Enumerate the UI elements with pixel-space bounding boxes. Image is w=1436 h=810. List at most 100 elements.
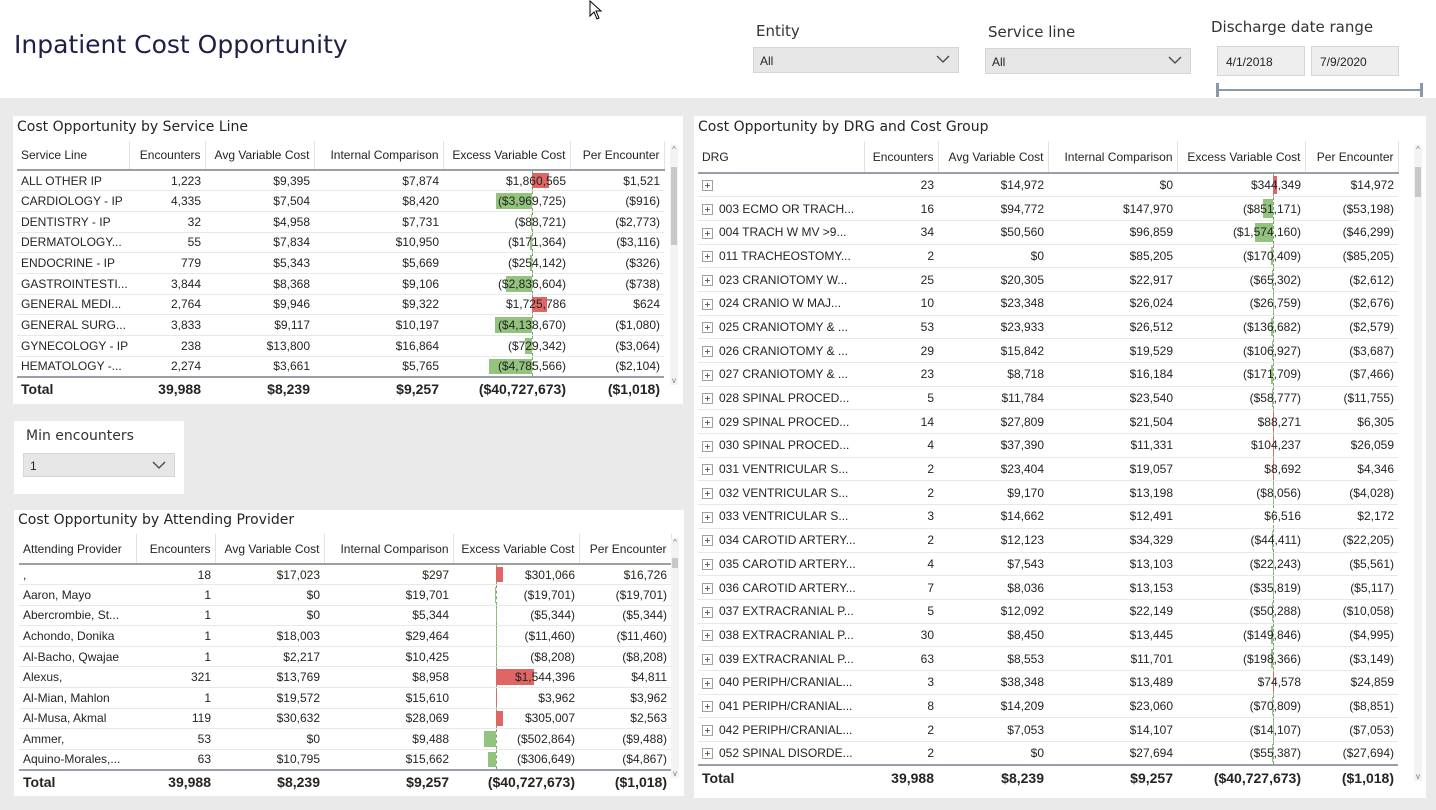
column-header[interactable]: Service Line [17, 141, 130, 171]
column-header[interactable]: Per Encounter [570, 141, 665, 171]
expand-icon[interactable] [702, 724, 713, 736]
scroll-down-icon[interactable]: v [672, 376, 676, 385]
start-date-input[interactable]: 4/1/2018 [1217, 46, 1305, 76]
table-row[interactable]: Abercrombie, St... 1 $0 $5,344 ($5,344) ($5,3… [19, 605, 671, 627]
table-row[interactable]: 23 $14,972 $0 $344,349 $14,972 [698, 173, 1398, 198]
column-header[interactable]: Internal Comparison [1048, 141, 1178, 174]
expand-icon[interactable] [702, 606, 713, 618]
expand-icon[interactable] [702, 227, 713, 239]
table-row[interactable]: CARDIOLOGY - IP 4,335 $7,504 $8,420 ($3,969,… [17, 190, 664, 212]
table-row[interactable]: GENERAL SURG... 3,833 $9,117 $10,197 ($4,138… [17, 314, 664, 336]
scrollbar-thumb[interactable] [672, 558, 678, 568]
expand-icon[interactable] [702, 298, 713, 310]
entity-dropdown[interactable]: All [753, 47, 959, 73]
table-row[interactable]: 028 SPINAL PROCED... 5 $11,784 $23,540 ($58,… [698, 386, 1398, 411]
expand-icon[interactable] [702, 440, 713, 452]
table-row[interactable]: GENERAL MEDI... 2,764 $9,946 $9,322 $1,725,7… [17, 294, 664, 316]
scroll-up-icon[interactable]: ^ [1416, 145, 1420, 154]
expand-icon[interactable] [702, 464, 713, 476]
column-header[interactable]: Encounters [136, 534, 216, 565]
vertical-scrollbar[interactable]: ^ v [671, 538, 679, 778]
table-row[interactable]: 032 VENTRICULAR S... 2 $9,170 $13,198 ($8,05… [698, 480, 1398, 506]
vertical-scrollbar[interactable]: ^ v [670, 145, 678, 385]
table-row[interactable]: Al-Bacho, Qwajae 1 $2,217 $10,425 ($8,208) ($… [19, 646, 671, 668]
column-header[interactable]: Encounters [129, 141, 206, 171]
expand-icon[interactable] [702, 535, 713, 547]
range-start-handle[interactable] [1216, 83, 1219, 97]
table-row[interactable]: GASTROINTESTI... 3,844 $8,368 $9,106 ($2,836… [17, 273, 664, 295]
table-row[interactable]: Aaron, Mayo 1 $0 $19,701 ($19,701) ($19,701) [19, 584, 671, 606]
scrollbar-thumb[interactable] [1415, 167, 1421, 197]
table-row[interactable]: DERMATOLOGY... 55 $7,834 $10,950 ($171,364) (… [17, 232, 664, 254]
table-row[interactable]: ALL OTHER IP 1,223 $9,395 $7,874 $1,860,565 $… [17, 170, 664, 192]
table-row[interactable]: 011 TRACHEOSTOMY... 2 $0 $85,205 ($170,409) (… [698, 244, 1398, 269]
table-row[interactable]: 003 ECMO OR TRACH... 16 $94,772 $147,970 ($8… [698, 196, 1398, 221]
scrollbar-thumb[interactable] [671, 167, 677, 245]
table-row[interactable]: 025 CRANIOTOMY & ... 53 $23,933 $26,512 ($13… [698, 315, 1398, 340]
table-row[interactable]: 041 PERIPH/CRANIAL... 8 $14,209 $23,060 ($70… [698, 694, 1398, 719]
expand-icon[interactable] [702, 251, 713, 263]
expand-icon[interactable] [702, 345, 713, 357]
table-row[interactable]: Alexus, 321 $13,769 $8,958 $1,544,396 $4,811 [19, 666, 671, 689]
column-header[interactable]: Internal Comparison [314, 141, 444, 171]
scroll-down-icon[interactable]: v [1416, 772, 1420, 781]
table-row[interactable]: HEMATOLOGY -... 2,274 $3,661 $5,765 ($4,785,… [17, 356, 664, 378]
expand-icon[interactable] [702, 677, 713, 689]
expand-icon[interactable] [702, 701, 713, 713]
service-line-dropdown[interactable]: All [985, 48, 1191, 74]
expand-icon[interactable] [702, 488, 713, 500]
table-row[interactable]: 036 CAROTID ARTERY... 7 $8,036 $13,153 ($35,… [698, 575, 1398, 600]
table-row[interactable]: 040 PERIPH/CRANIAL... 3 $38,348 $13,489 $74,… [698, 670, 1398, 695]
column-header[interactable]: Avg Variable Cost [205, 141, 315, 171]
column-header[interactable]: Attending Provider [19, 534, 137, 565]
expand-icon[interactable] [702, 274, 713, 286]
expand-icon[interactable] [702, 180, 713, 192]
table-row[interactable]: 029 SPINAL PROCED... 14 $27,809 $21,504 $88,… [698, 409, 1398, 435]
table-row[interactable]: 030 SPINAL PROCED... 4 $37,390 $11,331 $104,… [698, 433, 1398, 458]
column-header[interactable]: Avg Variable Cost [938, 141, 1049, 174]
scroll-up-icon[interactable]: ^ [673, 538, 677, 547]
table-row[interactable]: 033 VENTRICULAR S... 3 $14,662 $12,491 $6,51… [698, 504, 1398, 529]
table-row[interactable]: Al-Mian, Mahlon 1 $19,572 $15,610 $3,962 $3,9… [19, 687, 671, 709]
table-row[interactable]: 023 CRANIOTOMY W... 25 $20,305 $22,917 ($65,… [698, 267, 1398, 292]
vertical-scrollbar[interactable]: ^ v [1414, 145, 1422, 781]
table-row[interactable]: DENTISTRY - IP 32 $4,958 $7,731 ($88,721) ($2… [17, 211, 664, 233]
scroll-up-icon[interactable]: ^ [672, 145, 676, 154]
column-header[interactable]: Internal Comparison [324, 534, 454, 565]
column-header[interactable]: Excess Variable Cost [1177, 141, 1306, 174]
expand-icon[interactable] [702, 393, 713, 405]
expand-icon[interactable] [702, 653, 713, 665]
table-row[interactable]: 039 EXTRACRANIAL P... 63 $8,553 $11,701 ($19… [698, 646, 1398, 671]
table-row[interactable]: 004 TRACH W MV >9... 34 $50,560 $96,859 ($1,… [698, 220, 1398, 245]
table-row[interactable]: 037 EXTRACRANIAL P... 5 $12,092 $22,149 ($50… [698, 599, 1398, 624]
column-header[interactable]: Per Encounter [1305, 141, 1399, 174]
table-row[interactable]: 042 PERIPH/CRANIAL... 2 $7,053 $14,107 ($14,… [698, 717, 1398, 742]
range-end-handle[interactable] [1420, 83, 1423, 97]
table-row[interactable]: ENDOCRINE - IP 779 $5,343 $5,669 ($254,142) (… [17, 252, 664, 274]
table-row[interactable]: 031 VENTRICULAR S... 2 $23,404 $19,057 $8,69… [698, 457, 1398, 482]
expand-icon[interactable] [702, 748, 713, 760]
expand-icon[interactable] [702, 369, 713, 381]
table-row[interactable]: 052 SPINAL DISORDE... 2 $0 $27,694 ($55,387)… [698, 741, 1398, 766]
expand-icon[interactable] [702, 559, 713, 571]
table-row[interactable]: GYNECOLOGY - IP 238 $13,800 $16,864 ($729,34… [17, 335, 664, 357]
expand-icon[interactable] [702, 203, 713, 215]
table-row[interactable]: 026 CRANIOTOMY & ... 29 $15,842 $19,529 ($10… [698, 338, 1398, 363]
column-header[interactable]: Per Encounter [579, 534, 672, 565]
table-row[interactable]: 035 CAROTID ARTERY... 4 $7,543 $13,103 ($22,… [698, 552, 1398, 577]
column-header[interactable]: Encounters [864, 141, 939, 174]
table-row[interactable]: 038 EXTRACRANIAL P... 30 $8,450 $13,445 ($14… [698, 623, 1398, 648]
column-header[interactable]: Excess Variable Cost [453, 534, 580, 565]
expand-icon[interactable] [702, 417, 713, 429]
column-header[interactable]: DRG [698, 141, 865, 174]
scroll-down-icon[interactable]: v [673, 769, 677, 778]
table-row[interactable]: Al-Musa, Akmal 119 $30,632 $28,069 $305,007 $… [19, 708, 671, 730]
table-row[interactable]: 027 CRANIOTOMY & ... 23 $8,718 $16,184 ($171… [698, 362, 1398, 387]
min-encounters-dropdown[interactable]: 1 [23, 453, 175, 477]
table-row[interactable]: 034 CAROTID ARTERY... 2 $12,123 $34,329 ($44… [698, 528, 1398, 553]
column-header[interactable]: Avg Variable Cost [215, 534, 325, 565]
table-row[interactable]: Aquino-Morales,... 63 $10,795 $15,662 ($306,… [19, 749, 671, 771]
expand-icon[interactable] [702, 511, 713, 523]
table-row[interactable]: , 18 $17,023 $297 $301,066 $16,726 [19, 564, 671, 586]
table-row[interactable]: Ammer, 53 $0 $9,488 ($502,864) ($9,488) [19, 728, 671, 750]
